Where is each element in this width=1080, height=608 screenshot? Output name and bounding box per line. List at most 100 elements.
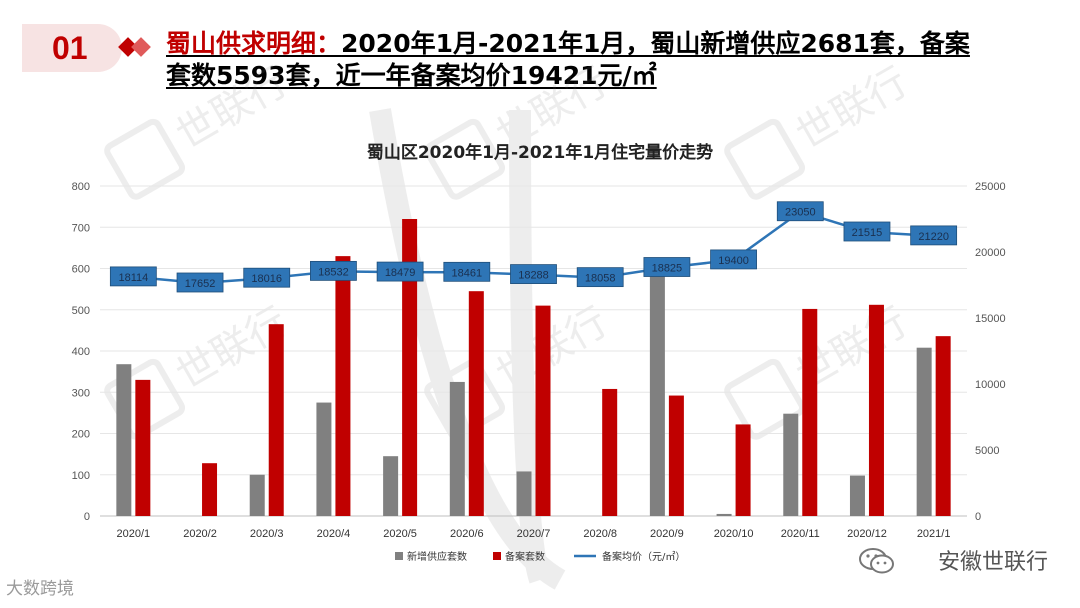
supply-bar	[316, 402, 332, 516]
y2-tick-label: 0	[975, 511, 981, 523]
x-tick-label: 2020/5	[383, 528, 417, 540]
price-data-label: 17652	[185, 278, 216, 290]
filing-bar	[335, 256, 351, 516]
x-tick-label: 2020/8	[583, 528, 617, 540]
watermark-logo-icon	[724, 358, 806, 440]
x-tick-label: 2020/12	[847, 528, 887, 540]
chart-title-group: 蜀山区2020年1月-2021年1月住宅量价走势	[367, 142, 713, 163]
y-tick-label: 100	[72, 470, 90, 482]
price-data-label: 18114	[118, 272, 148, 284]
y2-tick-label: 25000	[975, 181, 1006, 193]
filing-bar	[802, 308, 818, 516]
corner-watermark: 大数跨境	[6, 579, 74, 599]
legend-swatch	[395, 552, 403, 560]
page-header: 01 蜀山供求明细：2020年1月-2021年1月，蜀山新增供应2681套，备案…	[0, 0, 1080, 110]
price-label-box	[710, 249, 757, 270]
title-lead: 蜀山供求明细：	[166, 29, 342, 58]
price-label-box	[776, 201, 824, 222]
supply-bar	[516, 471, 532, 516]
price-line: 18114 17652 18016 18532 18479 18461 18288 18058…	[109, 201, 958, 293]
watermark-text: 世联行	[789, 59, 916, 159]
price-data-label: 18825	[652, 263, 683, 275]
price-data-label: 18016	[251, 273, 282, 285]
x-tick-label: 2020/3	[250, 528, 284, 540]
watermark-text: 世联行	[169, 59, 296, 159]
price-data-label: 19400	[718, 255, 749, 267]
title-line-2: 套数5593套，近一年备案均价19421元/㎡	[166, 61, 657, 90]
legend: 新增供应套数 备案套数 备案均价（元/㎡）	[395, 550, 685, 563]
price-data-label: 18058	[585, 273, 616, 285]
section-number-badge: 01	[22, 24, 122, 72]
y-tick-label: 500	[72, 305, 90, 317]
price-label-box	[176, 272, 224, 293]
price-label-box	[843, 221, 891, 242]
supply-bar	[449, 381, 465, 516]
supply-bar	[116, 364, 132, 516]
price-label-box	[109, 266, 157, 287]
filing-bar	[135, 379, 151, 516]
filing-bar	[468, 291, 484, 516]
y-tick-label: 800	[72, 181, 90, 193]
watermark-text: 世联行	[489, 299, 616, 399]
brand-name: 安徽世联行	[937, 550, 1048, 575]
legend-swatch	[493, 552, 501, 560]
filing-bar	[535, 305, 551, 516]
supply-bar	[849, 475, 865, 516]
price-label-box	[443, 261, 491, 282]
supply-bar	[249, 474, 265, 516]
x-tick-label: 2020/1	[117, 528, 151, 540]
y-tick-label: 200	[72, 429, 90, 441]
x-tick-label: 2020/10	[714, 528, 754, 540]
supply-bar	[649, 268, 665, 516]
price-label-box	[510, 264, 557, 284]
x-tick-label: 2020/2	[183, 528, 217, 540]
watermark-logo-icon	[724, 118, 806, 200]
x-tick-label: 2021/1	[917, 528, 951, 540]
legend-label: 备案套数	[505, 550, 545, 563]
watermark-logo-icon	[104, 118, 186, 200]
page-title: 蜀山供求明细：2020年1月-2021年1月，蜀山新增供应2681套，备案 套数…	[166, 28, 1026, 92]
price-data-label: 21220	[918, 231, 949, 243]
filing-bar	[935, 336, 951, 516]
y-tick-label: 600	[72, 264, 90, 276]
axes: 0 100 200 300 400 500 600 700 800 0 5000 10000 15000…	[72, 181, 1006, 540]
y2-tick-label: 10000	[975, 379, 1006, 391]
watermark-logo-icon	[424, 118, 506, 200]
wechat-icon	[858, 546, 896, 576]
title-line-1: 蜀山供求明细：2020年1月-2021年1月，蜀山新增供应2681套，备案	[166, 28, 1026, 60]
price-data-label: 18288	[518, 270, 549, 282]
y-tick-label: 300	[72, 387, 90, 399]
y-tick-label: 0	[84, 511, 90, 523]
price-label-box	[910, 225, 958, 246]
price-data-label: 18479	[385, 267, 416, 279]
x-tick-label: 2020/6	[450, 528, 484, 540]
legend-label: 新增供应套数	[407, 550, 467, 563]
supply-bar	[916, 347, 932, 516]
filing-bar	[668, 395, 684, 516]
price-label-box	[243, 267, 291, 288]
x-tick-label: 2020/11	[781, 528, 820, 540]
price-label-box	[376, 261, 424, 282]
x-tick-label: 2020/9	[650, 528, 684, 540]
y2-tick-label: 20000	[975, 247, 1006, 259]
chart-title: 蜀山区2020年1月-2021年1月住宅量价走势	[367, 142, 713, 163]
price-label-box	[310, 260, 357, 281]
supply-bar	[383, 456, 399, 516]
filing-bar	[735, 424, 751, 516]
price-data-label: 18532	[318, 266, 349, 278]
price-label-box	[576, 267, 624, 288]
price-data-label: 18461	[452, 267, 483, 279]
x-tick-label: 2020/7	[517, 528, 551, 540]
supply-bar	[716, 513, 732, 516]
legend-label: 备案均价（元/㎡）	[602, 550, 685, 563]
price-data-label: 23050	[785, 207, 816, 219]
supply-bar	[783, 413, 799, 516]
y-tick-label: 400	[72, 346, 90, 358]
filing-bar	[202, 463, 218, 516]
filing-bar	[268, 324, 284, 516]
filing-bar	[602, 388, 618, 516]
y2-tick-label: 5000	[975, 445, 999, 457]
x-tick-label: 2020/4	[317, 528, 351, 540]
filing-bar	[868, 304, 884, 516]
